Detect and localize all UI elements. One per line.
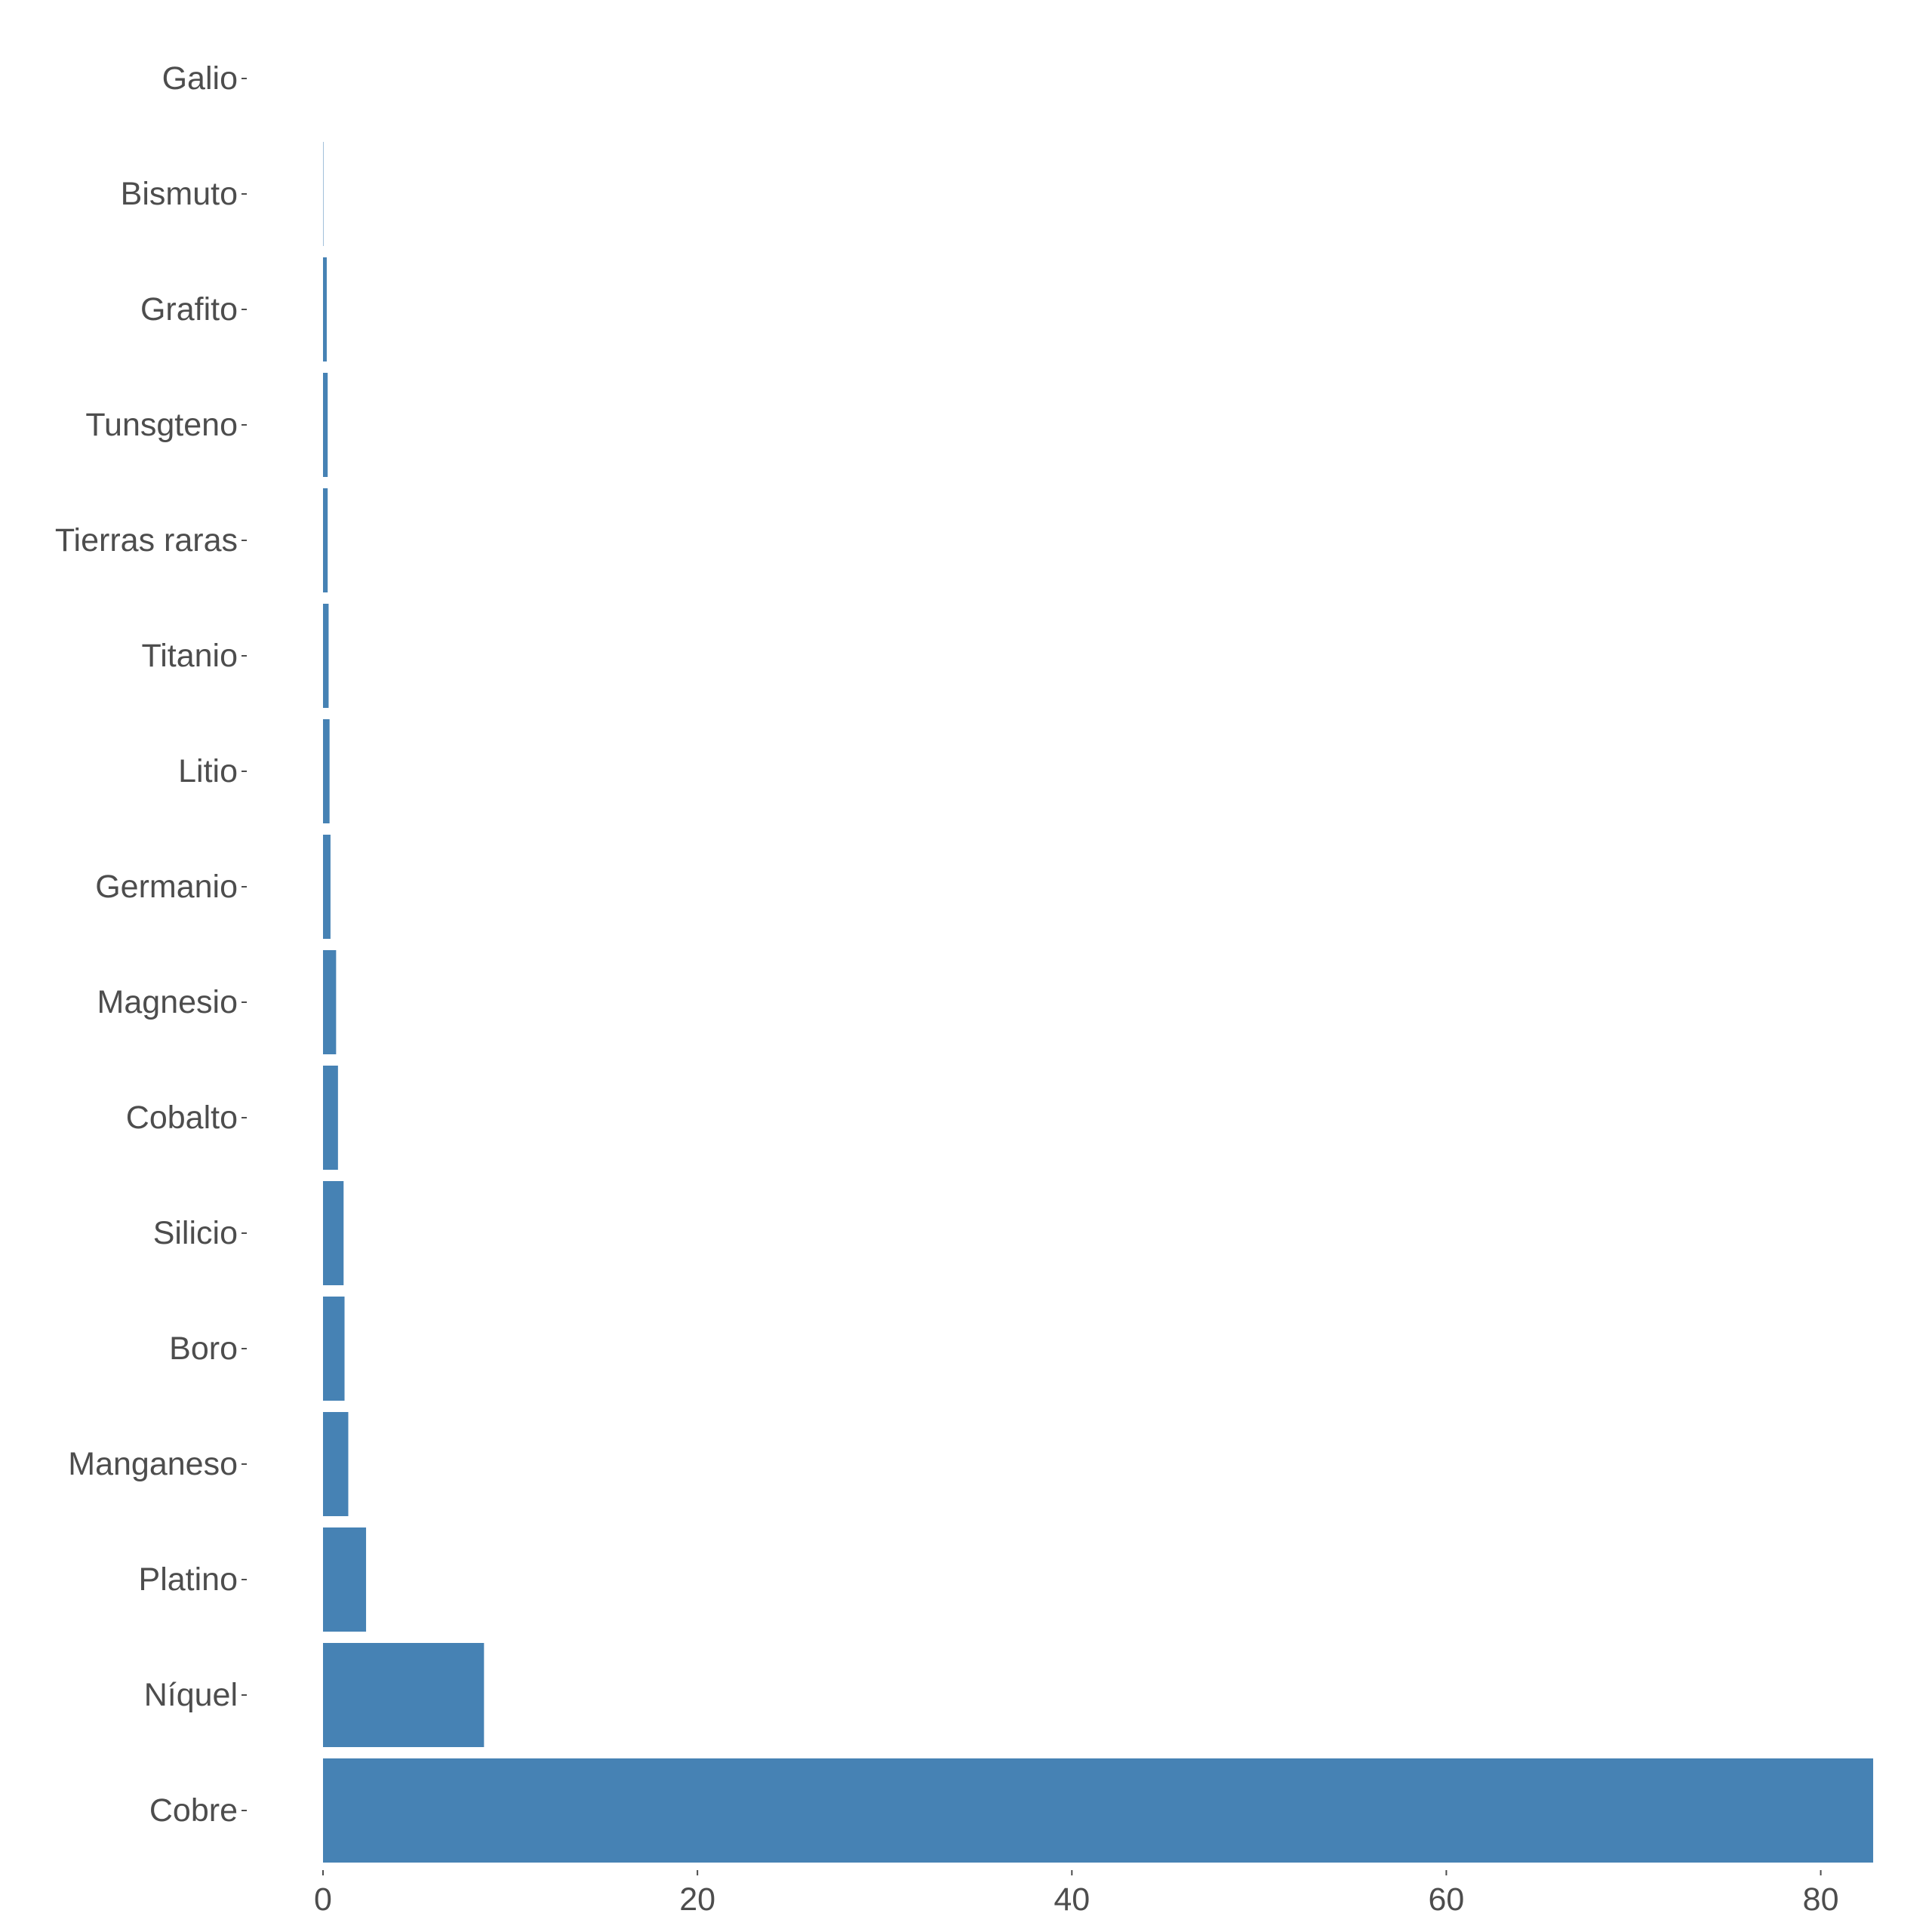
bar-cobalto xyxy=(323,1066,338,1170)
y-tick-label: Bismuto xyxy=(121,176,238,212)
y-tick-label: Boro xyxy=(169,1331,238,1367)
x-tick-label: 0 xyxy=(314,1881,332,1918)
bar-titanio xyxy=(323,604,329,708)
y-tick-label: Cobre xyxy=(149,1792,238,1829)
bars-group xyxy=(323,142,1874,1863)
y-tick-label: Tierras raras xyxy=(55,522,238,558)
x-axis: 0 20 40 60 80 xyxy=(314,1870,1839,1918)
bar-manganeso xyxy=(323,1412,349,1516)
y-axis: Galio Bismuto Grafito Tunsgteno Tierras rara… xyxy=(55,60,247,1829)
bar-silicio xyxy=(323,1181,344,1285)
bar-germanio xyxy=(323,835,331,939)
y-tick-label: Manganeso xyxy=(68,1446,238,1482)
bar-magnesio xyxy=(323,950,337,1054)
y-tick-label: Platino xyxy=(139,1561,238,1598)
bar-litio xyxy=(323,719,330,823)
y-tick-label: Grafito xyxy=(140,291,238,328)
x-tick-label: 20 xyxy=(679,1881,715,1918)
y-tick-label: Litio xyxy=(178,753,238,789)
x-tick-label: 40 xyxy=(1054,1881,1090,1918)
y-tick-label: Níquel xyxy=(144,1677,238,1713)
y-tick-label: Titanio xyxy=(142,638,238,674)
y-tick-label: Germanio xyxy=(95,869,238,905)
bar-grafito xyxy=(323,257,327,361)
y-tick-label: Silicio xyxy=(153,1215,238,1251)
y-tick-label: Tunsgteno xyxy=(85,407,238,443)
bar-tunsgteno xyxy=(323,373,328,477)
x-tick-label: 60 xyxy=(1429,1881,1465,1918)
y-tick-label: Magnesio xyxy=(97,984,238,1020)
y-tick-label: Galio xyxy=(162,60,238,97)
bar-platino xyxy=(323,1527,367,1632)
bar-boro xyxy=(323,1297,345,1401)
bar-tierras-raras xyxy=(323,488,328,592)
y-tick-label: Cobalto xyxy=(126,1100,238,1136)
bar-níquel xyxy=(323,1643,485,1747)
bar-cobre xyxy=(323,1758,1874,1863)
x-tick-label: 80 xyxy=(1803,1881,1839,1918)
